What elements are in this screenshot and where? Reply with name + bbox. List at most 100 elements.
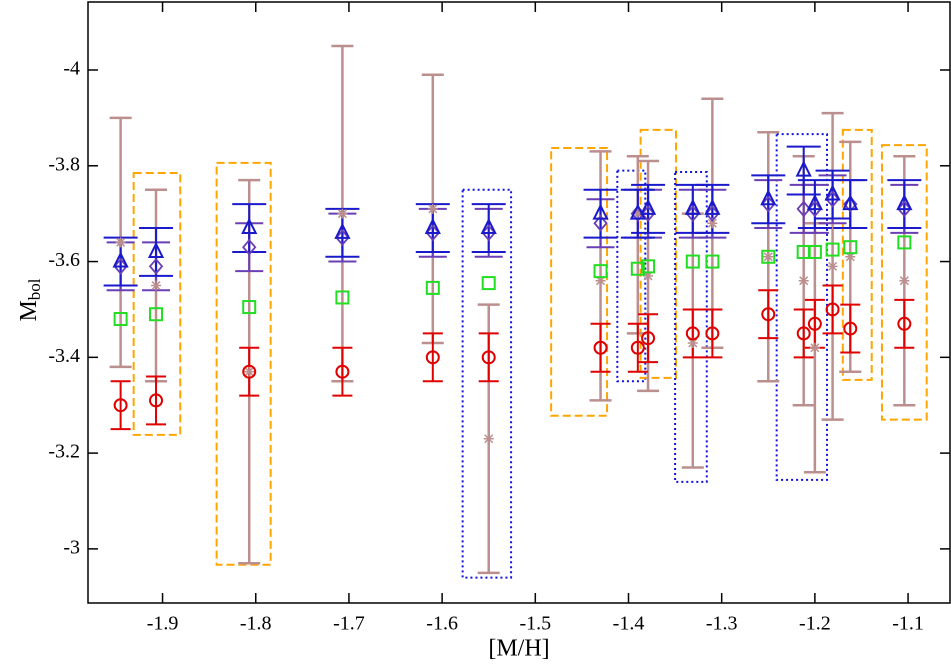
triangle-marker — [147, 241, 165, 258]
circle-marker — [807, 316, 822, 331]
triangle-marker — [760, 189, 777, 206]
circle-marker — [242, 364, 257, 379]
plot-frame — [87, 1, 951, 604]
x-tick-label: -1.1 — [892, 613, 924, 635]
error-bar — [590, 322, 611, 373]
asterisk-marker — [427, 203, 438, 214]
error-bar — [675, 183, 710, 234]
x-tick-label: -1.9 — [147, 613, 179, 635]
square-marker — [685, 254, 700, 269]
region — [215, 161, 272, 566]
asterisk-marker — [244, 366, 255, 377]
triangle-marker — [806, 193, 823, 211]
asterisk-marker — [845, 251, 856, 262]
error-bar — [146, 375, 167, 426]
diamond-marker — [113, 257, 128, 275]
error-bar — [833, 179, 868, 230]
circle-marker — [761, 307, 776, 322]
diamond-marker — [796, 200, 811, 218]
diamond-marker — [705, 205, 720, 223]
triangle-marker — [704, 198, 721, 215]
square-marker — [425, 280, 440, 295]
error-bar — [751, 174, 786, 225]
x-tick-label: -1.6 — [426, 613, 458, 635]
diamond-marker — [685, 205, 700, 223]
square-marker — [825, 242, 840, 257]
triangle-marker — [896, 193, 913, 211]
region — [132, 171, 182, 436]
y-tick-label: -3.8 — [48, 153, 80, 175]
square-marker — [807, 244, 822, 259]
diamond-marker — [335, 229, 350, 246]
diamond-marker — [807, 200, 823, 218]
circle-marker — [796, 326, 811, 341]
asterisk-marker — [763, 251, 774, 262]
x-tick-label: -1.3 — [706, 613, 738, 635]
region — [461, 188, 513, 579]
diamond-marker — [425, 224, 440, 242]
circle-marker — [705, 326, 720, 341]
square-marker — [897, 235, 912, 250]
error-bar — [758, 289, 779, 340]
asterisk-marker — [798, 275, 809, 286]
circle-marker — [593, 340, 608, 355]
error-bar — [797, 179, 832, 230]
circle-marker — [825, 302, 840, 317]
circle-marker — [335, 364, 350, 379]
error-bar — [887, 179, 922, 230]
region — [880, 144, 928, 421]
error-bar — [840, 303, 861, 354]
error-bar — [702, 308, 723, 359]
y-tick-label: -3.6 — [48, 249, 80, 271]
region — [550, 147, 609, 417]
circle-marker — [843, 321, 858, 336]
circle-marker — [481, 350, 496, 365]
x-axis-label: [M/H] — [488, 636, 549, 662]
y-tick-label: -3.2 — [48, 441, 80, 463]
asterisk-marker — [899, 275, 910, 286]
triangle-marker — [112, 251, 129, 268]
triangle-marker — [334, 222, 351, 239]
error-bar — [332, 346, 353, 397]
square-marker — [149, 307, 164, 322]
diamond-marker — [843, 195, 858, 213]
error-bar — [822, 284, 843, 335]
error-bar — [139, 227, 174, 277]
square-marker — [630, 261, 645, 276]
square-marker — [843, 240, 858, 255]
square-marker — [593, 264, 608, 279]
asterisk-marker — [632, 208, 643, 219]
diamond-marker — [825, 190, 840, 208]
triangle-marker — [639, 198, 657, 215]
region — [775, 133, 828, 481]
asterisk-marker — [827, 261, 838, 272]
diamond-marker — [481, 224, 496, 242]
diamond-marker — [761, 195, 776, 213]
error-bar — [894, 298, 915, 349]
square-marker — [761, 249, 776, 264]
diamond-marker — [897, 200, 912, 218]
circle-marker — [113, 398, 128, 413]
triangle-marker — [629, 203, 646, 220]
region — [841, 128, 873, 381]
triangle-marker — [684, 198, 701, 215]
diamond-marker — [242, 238, 257, 256]
asterisk-marker — [115, 237, 126, 248]
square-marker — [335, 290, 350, 305]
diamond-marker — [593, 214, 608, 232]
triangle-marker — [592, 203, 609, 220]
circle-marker — [425, 350, 440, 365]
y-tick-label: -3.4 — [48, 345, 80, 367]
square-marker — [481, 276, 496, 291]
error-bar — [478, 332, 499, 383]
circle-marker — [630, 340, 645, 355]
y-axis-label: Mbol — [16, 278, 44, 321]
triangle-marker — [241, 217, 258, 235]
circle-marker — [685, 326, 700, 341]
triangle-marker — [424, 217, 441, 235]
error-bar — [422, 332, 443, 383]
square-marker — [242, 300, 257, 315]
error-bar — [627, 322, 648, 373]
asterisk-marker — [707, 218, 718, 229]
